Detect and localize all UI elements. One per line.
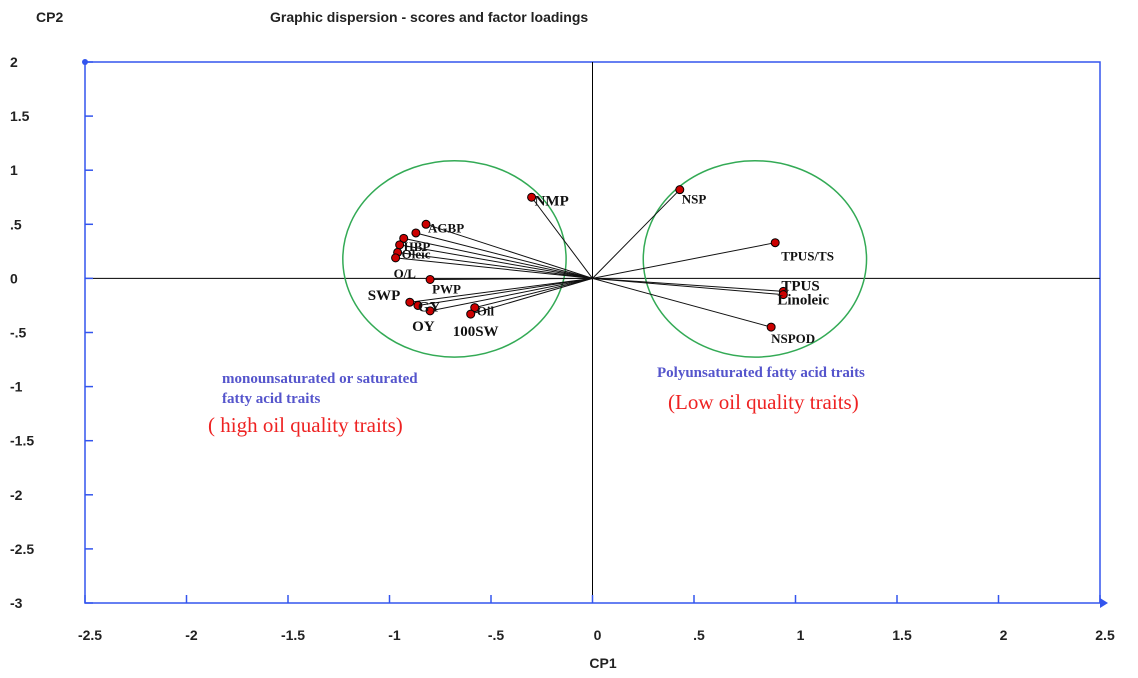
y-tick-label: -2 [10,487,23,503]
loading-point [425,306,435,316]
group-annotation-mono: monounsaturated or saturated [222,371,418,387]
loading-vector [425,223,593,279]
x-tick-label: .5 [693,627,705,643]
point-label: Oleic [402,246,431,261]
point-label: TPUS [781,278,819,294]
loading-vector [403,237,593,279]
loading-point [413,300,423,310]
group-circle [642,159,868,358]
loading-vector [409,277,593,303]
loading-vector [592,189,681,279]
y-tick-label: -3 [10,595,23,611]
y-tick-label: 2 [10,54,18,70]
point-label: NMP [535,193,569,209]
point-label: PWP [432,281,461,296]
y-tick-label: -.5 [10,325,27,341]
point-label: Linoleic [777,293,829,309]
loading-vector [592,242,776,279]
point-label: O/L [394,266,417,281]
loading-vector [474,277,593,309]
group-annotation-poly: Polyunsaturated fatty acid traits [657,365,865,381]
loading-point [391,253,401,263]
loading-vector [395,257,593,279]
loading-point [527,192,537,202]
y-tick-label: -2.5 [10,541,34,557]
x-tick-label: 0 [594,627,602,643]
y-tick-label: -1 [10,379,23,395]
group-quality-low: (Low oil quality traits) [668,390,859,414]
loading-vector [470,277,593,315]
loading-point [399,233,409,243]
group-circle [342,159,567,358]
loading-vector [397,251,593,279]
x-tick-label: -.5 [488,627,505,643]
loading-vector [592,277,784,296]
loading-point [675,185,685,195]
loading-vector [531,196,593,279]
y-tick-label: 1.5 [10,108,30,124]
x-tick-label: -2.5 [78,627,102,643]
point-label: GY [418,299,441,315]
point-label: OY [412,319,435,335]
y-axis-label: CP2 [36,9,63,25]
chart-title: Graphic dispersion - scores and factor l… [270,9,588,25]
loading-point [405,297,415,307]
loading-point [466,309,476,319]
x-tick-label: 1 [797,627,805,643]
x-tick-label: 2 [1000,627,1008,643]
loading-vector [592,277,772,328]
x-axis-label: CP1 [589,655,616,671]
point-label: SWP [368,288,401,304]
y-tick-label: 1 [10,162,18,178]
loading-vector [399,244,593,279]
y-tick-label: -1.5 [10,433,34,449]
loading-point [778,290,788,300]
point-label: Oil [477,304,495,319]
x-tick-label: -1.5 [281,627,305,643]
group-annotation-mono: fatty acid traits [222,391,320,407]
loading-point [470,303,480,313]
loading-point [425,274,435,284]
y-tick-label: .5 [10,216,22,232]
loading-vector [592,277,784,292]
point-label: NSP [682,192,707,207]
point-label: TPUS/TS [781,249,834,264]
x-tick-label: -1 [388,627,401,643]
x-tick-label: -2 [185,627,198,643]
point-label: AGBP [428,220,464,235]
loading-point [421,219,431,229]
y-tick-label: 0 [10,270,18,286]
loading-point [770,238,780,248]
x-axis-arrow-icon [1100,598,1108,608]
point-label: HBP [404,239,431,254]
point-label: 100SW [453,324,499,340]
loading-vector [430,277,593,280]
loading-vector [417,277,593,306]
group-quality-high: ( high oil quality traits) [208,413,403,437]
loading-vector [430,277,593,312]
x-tick-label: 1.5 [892,627,912,643]
x-tick-label: 2.5 [1095,627,1115,643]
loading-vector [415,232,593,279]
loading-point [766,322,776,332]
loading-point [411,228,421,238]
point-label: NSPOD [771,331,815,346]
